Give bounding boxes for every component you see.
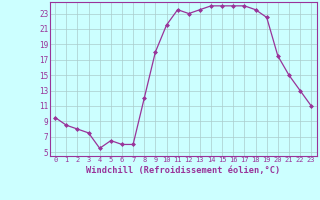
X-axis label: Windchill (Refroidissement éolien,°C): Windchill (Refroidissement éolien,°C) bbox=[86, 166, 280, 175]
